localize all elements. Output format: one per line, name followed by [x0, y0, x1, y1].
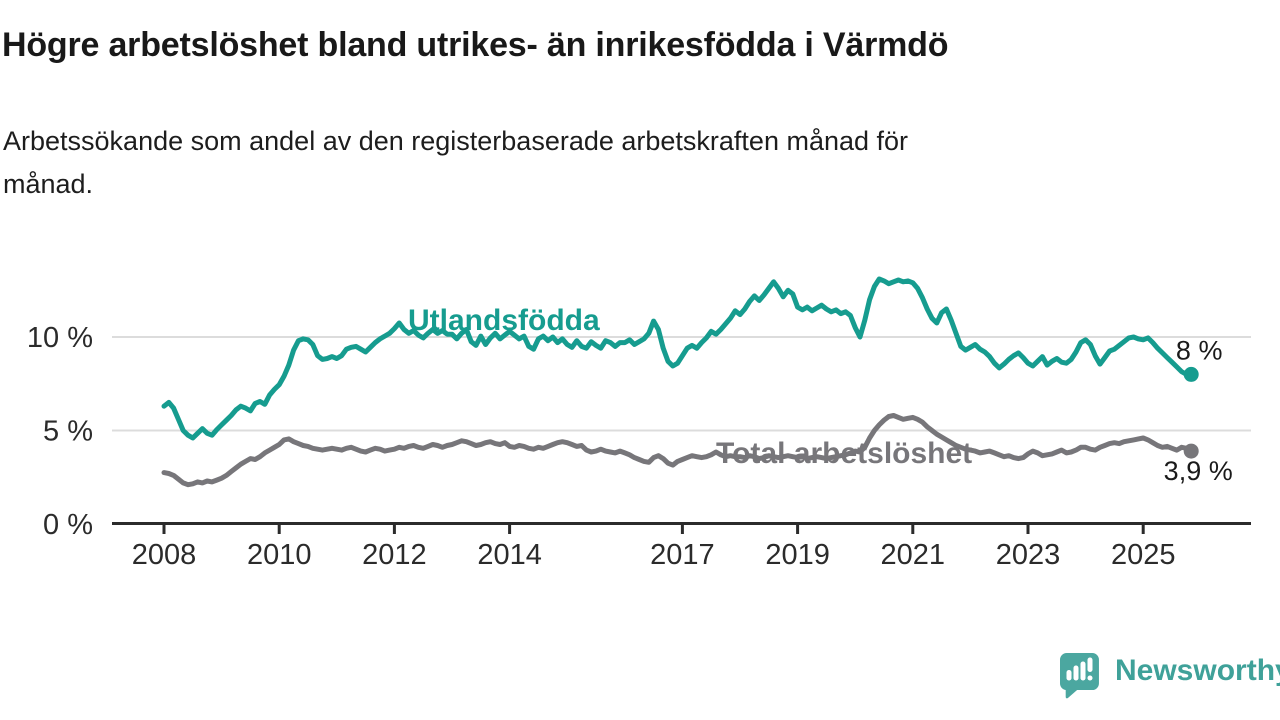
x-axis: 2008 2010 2012 2014 2017 2019 2021 2023 2025 [112, 522, 1251, 571]
newsworthy-bubble-icon [1059, 653, 1099, 699]
newsworthy-logo-text: Newsworthy [1115, 654, 1280, 687]
bar-chart-exclamation-glyph [1066, 657, 1093, 681]
newsworthy-logo: Newsworthy [1059, 652, 1280, 700]
series-label: Total arbetslöshet [716, 437, 972, 470]
series-label: Utlandsfödda [408, 304, 600, 337]
x-axis-tick-label: 2010 [247, 539, 312, 571]
y-axis-tick-label: 10 % [27, 322, 93, 354]
x-axis-tick-label: 2008 [132, 539, 197, 571]
series-end-value-label: 8 % [1176, 335, 1223, 365]
series-end-dot [1183, 366, 1199, 382]
chart-labels: Utlandsfödda Total arbetslöshet 8 % 3,9 % [408, 304, 1233, 486]
x-axis-tick-label: 2025 [1111, 539, 1176, 571]
x-axis-tick-label: 2014 [477, 539, 542, 571]
x-axis-tick-label: 2023 [996, 539, 1061, 571]
series-end-value-label: 3,9 % [1164, 456, 1233, 486]
gridlines: 0 % 5 % 10 % [27, 322, 1251, 541]
data-series [161, 276, 1199, 488]
x-axis-tick-label: 2021 [881, 539, 946, 571]
line-utlandsfodda [161, 276, 1194, 441]
x-axis-tick-label: 2017 [650, 539, 715, 571]
chart-subtitle: Arbetssökande som andel av den registerb… [3, 126, 909, 200]
page-title: Högre arbetslöshet bland utrikes- än inr… [2, 26, 949, 64]
x-axis-tick-label: 2019 [765, 539, 830, 571]
series-end-dot [1183, 443, 1199, 459]
y-axis-tick-label: 5 % [43, 416, 93, 448]
y-axis-tick-label: 0 % [43, 509, 93, 541]
line-total-arbetsloshet [161, 413, 1194, 488]
x-axis-tick-label: 2012 [362, 539, 427, 571]
